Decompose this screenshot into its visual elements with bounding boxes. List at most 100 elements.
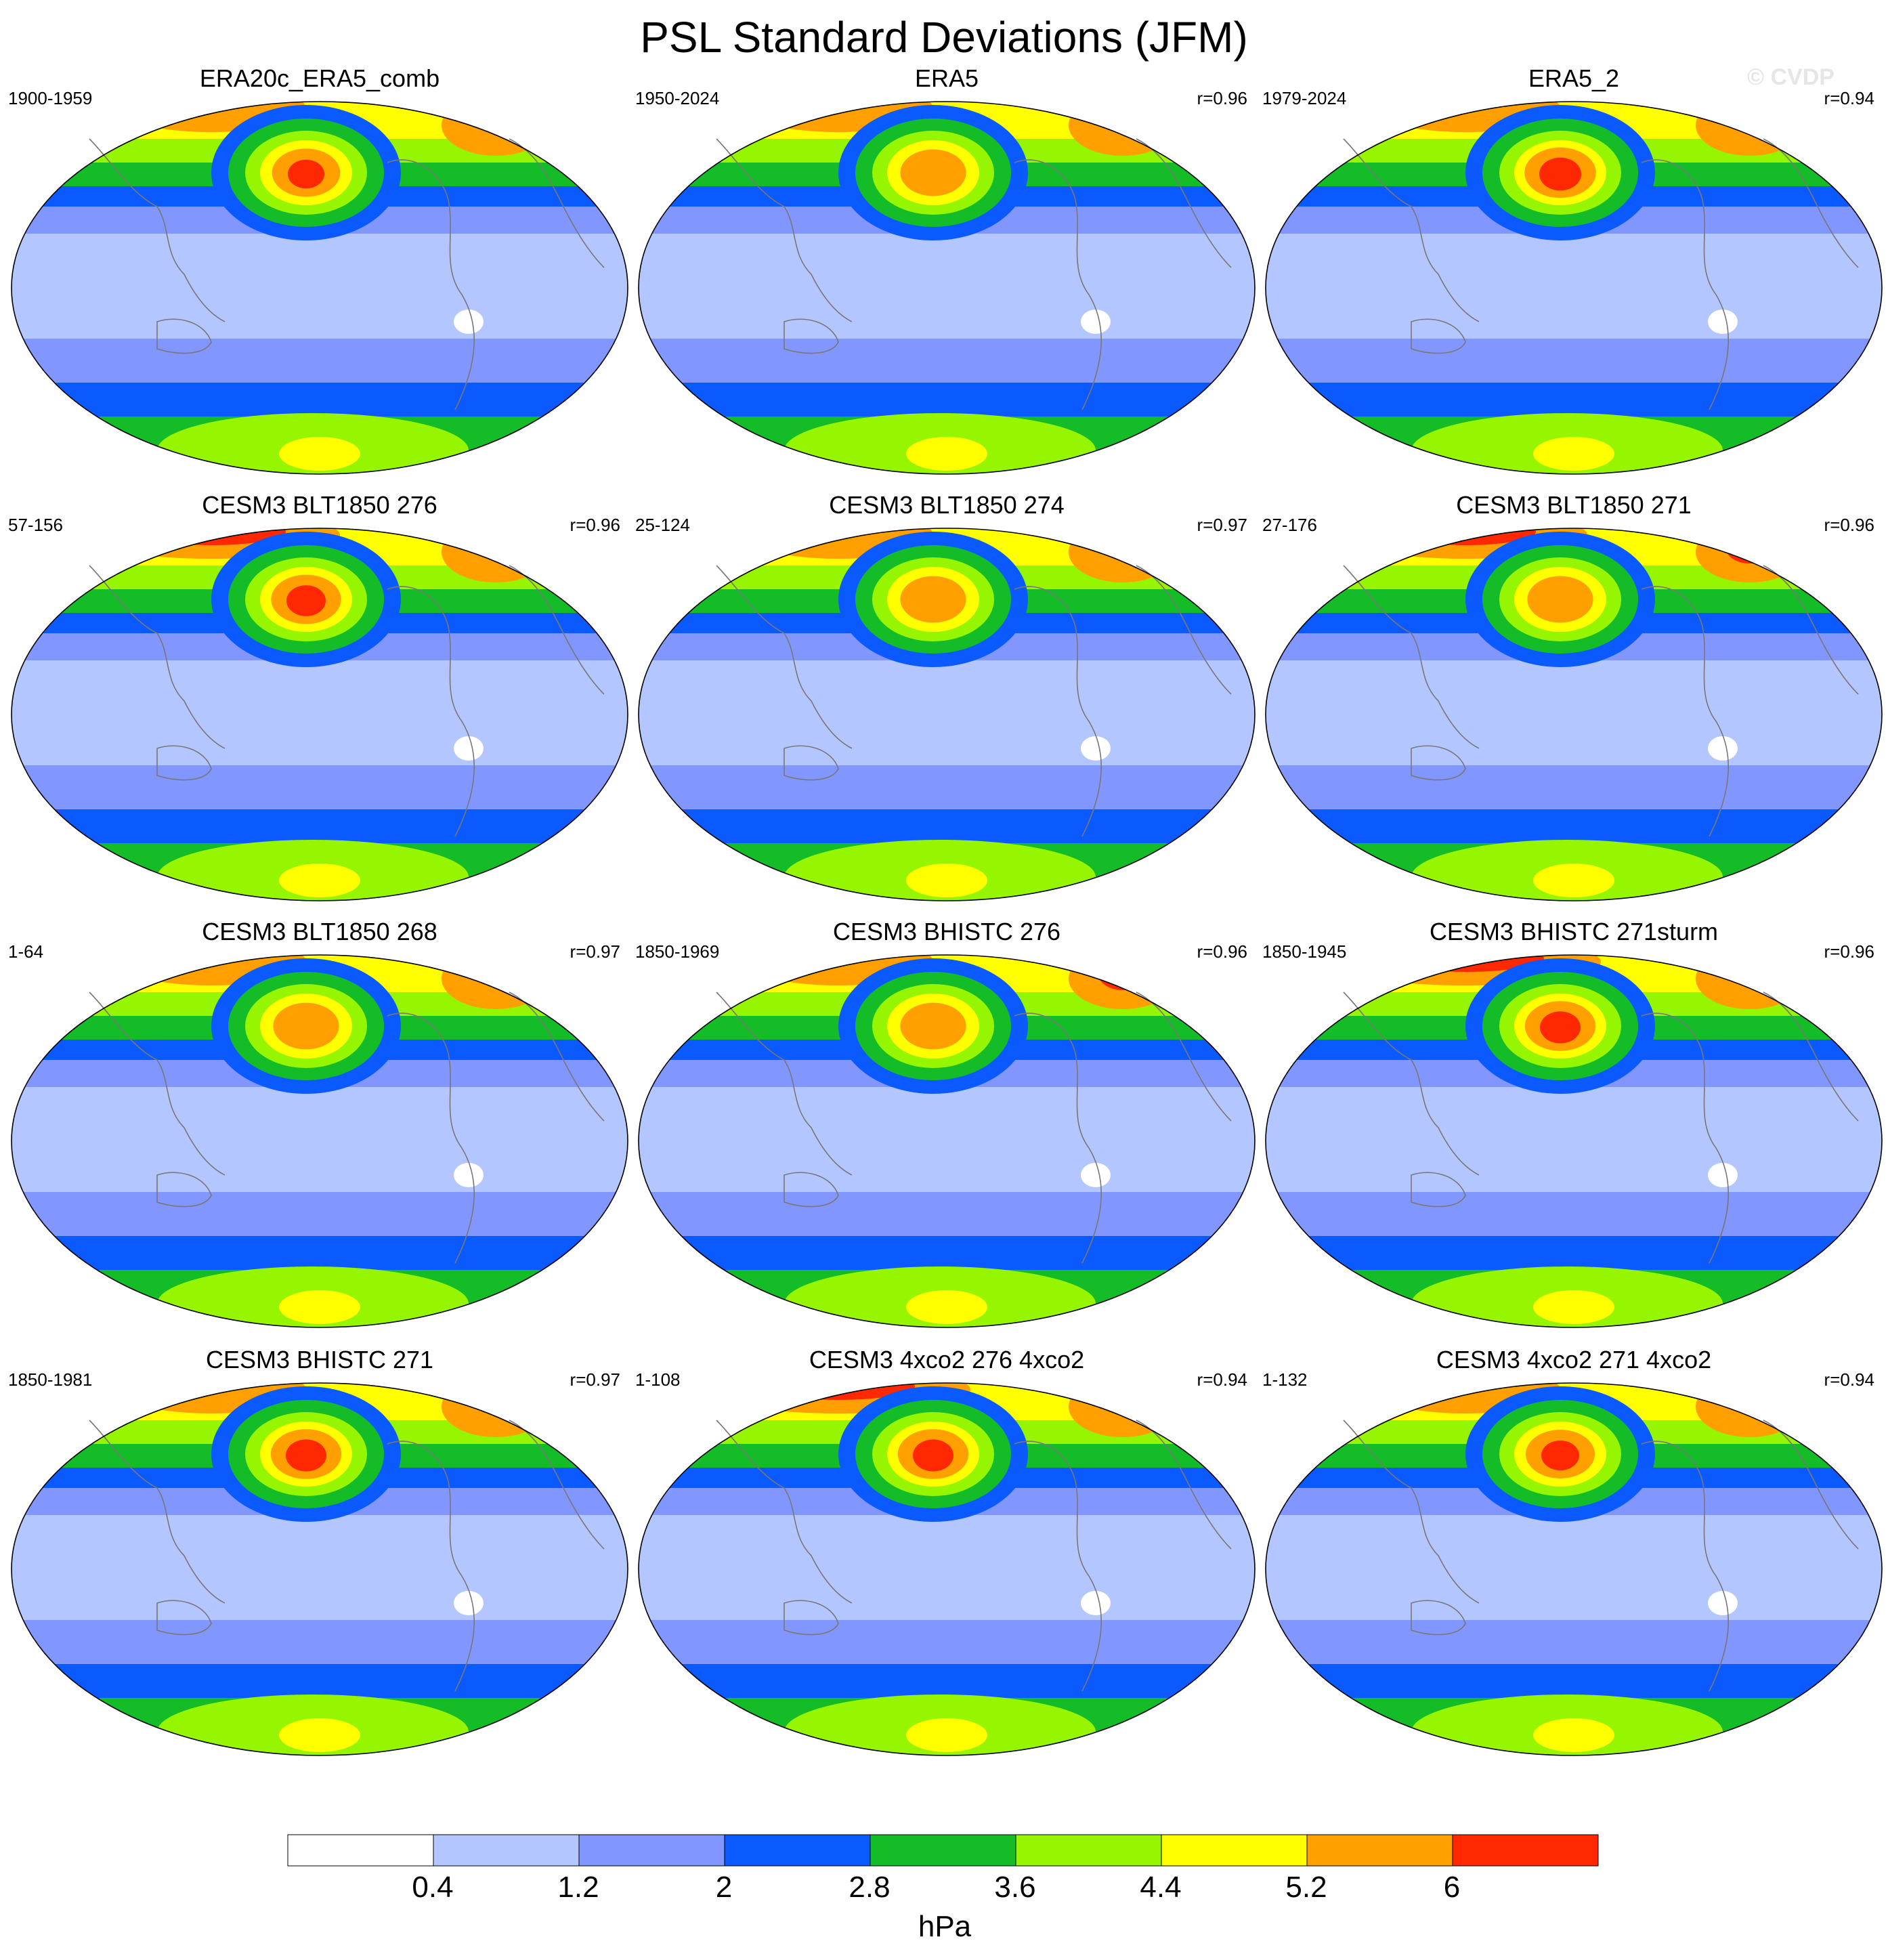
coastlines xyxy=(716,1420,1232,1692)
robinson-map xyxy=(11,1382,628,1756)
robinson-map xyxy=(638,954,1256,1328)
panel-pattern-correlation: r=0.97 xyxy=(570,941,620,962)
aleutian-core xyxy=(1540,1011,1581,1044)
europe-africa-coast xyxy=(1763,138,1859,268)
panel-year-range: 1850-1945 xyxy=(1262,941,1347,962)
aleutian-core xyxy=(1539,157,1581,191)
amazon-low-variance xyxy=(1708,1591,1738,1615)
colorbar-swatch xyxy=(1452,1834,1599,1867)
coastlines xyxy=(1343,565,1859,837)
antarctic-max-variance xyxy=(906,864,987,897)
americas-coast xyxy=(1014,1013,1102,1264)
panel-pattern-correlation: r=0.94 xyxy=(1824,88,1874,108)
australia-coast xyxy=(1411,1600,1466,1636)
aleutian-core xyxy=(286,585,326,616)
panel-title: CESM3 BLT1850 274 xyxy=(829,491,1065,519)
coastlines xyxy=(1343,1420,1859,1692)
robinson-map xyxy=(638,528,1256,901)
robinson-map xyxy=(1265,101,1883,475)
psl-field xyxy=(639,102,1255,474)
map-border xyxy=(1265,954,1883,1328)
asia-coast xyxy=(89,992,226,1176)
americas-coast xyxy=(1014,1441,1102,1692)
psl-field xyxy=(639,955,1255,1327)
coastlines xyxy=(89,138,605,410)
panel-year-range: 1979-2024 xyxy=(1262,88,1347,108)
europe-africa-coast xyxy=(1136,565,1232,695)
aleutian-ring-4 xyxy=(900,1002,966,1050)
antarctic-max-variance xyxy=(1533,1718,1614,1752)
aleutian-ring-4 xyxy=(900,576,966,623)
aleutian-core xyxy=(913,1439,953,1472)
atlantic-max-variance xyxy=(1099,960,1146,990)
map-panel: CESM3 BHISTC 271sturm 1850-1945 r=0.96 xyxy=(1262,918,1885,1338)
robinson-map xyxy=(11,101,628,475)
australia-coast xyxy=(784,745,839,781)
antarctic-max-variance xyxy=(906,1290,987,1324)
americas-coast xyxy=(387,1013,475,1264)
panel-year-range: 1-108 xyxy=(635,1369,681,1390)
europe-africa-coast xyxy=(509,1420,605,1550)
map-panel: ERA20c_ERA5_comb 1900-1959 xyxy=(8,64,631,484)
coastlines xyxy=(716,992,1232,1264)
panel-pattern-correlation: r=0.97 xyxy=(1197,515,1247,535)
psl-field xyxy=(639,1383,1255,1755)
antarctic-max-variance xyxy=(1533,1290,1614,1324)
colorbar-tick-label: 5.2 xyxy=(1285,1871,1327,1904)
panel-pattern-correlation: r=0.97 xyxy=(570,1369,620,1390)
antarctic-max-variance xyxy=(279,1290,360,1324)
map-border xyxy=(638,528,1256,901)
aleutian-core xyxy=(1541,1441,1579,1470)
coastlines xyxy=(1343,992,1859,1264)
americas-coast xyxy=(1641,1441,1729,1692)
panel-year-range: 1-64 xyxy=(8,941,44,962)
amazon-low-variance xyxy=(1081,1163,1111,1187)
europe-africa-coast xyxy=(509,992,605,1122)
map-border xyxy=(11,1382,628,1756)
amazon-low-variance xyxy=(454,736,484,761)
australia-coast xyxy=(1411,745,1466,781)
figure-title: PSL Standard Deviations (JFM) xyxy=(640,13,1248,62)
amazon-low-variance xyxy=(454,1163,484,1187)
europe-africa-coast xyxy=(1763,1420,1859,1550)
amazon-low-variance xyxy=(1708,736,1738,761)
map-panel: CESM3 BLT1850 276 57-156 r=0.96 xyxy=(8,491,631,911)
australia-coast xyxy=(1411,1172,1466,1208)
antarctic-max-variance xyxy=(1533,864,1614,897)
europe-africa-coast xyxy=(1763,565,1859,695)
australia-coast xyxy=(784,1172,839,1208)
americas-coast xyxy=(1641,159,1729,410)
psl-field xyxy=(639,528,1255,901)
coastlines xyxy=(716,138,1232,410)
panel-pattern-correlation: r=0.96 xyxy=(1824,515,1874,535)
antarctic-max-variance xyxy=(279,864,360,897)
map-border xyxy=(638,954,1256,1328)
colorbar-tick-label: 1.2 xyxy=(557,1871,599,1904)
map-border xyxy=(1265,101,1883,475)
panel-pattern-correlation: r=0.96 xyxy=(1824,941,1874,962)
map-border xyxy=(1265,528,1883,901)
asia-coast xyxy=(716,992,853,1176)
colorbar-swatch xyxy=(1306,1834,1453,1867)
colorbar-tick-label: 2.8 xyxy=(849,1871,891,1904)
map-border xyxy=(1265,1382,1883,1756)
asia-coast xyxy=(89,138,226,322)
coastlines xyxy=(716,565,1232,837)
americas-coast xyxy=(387,1441,475,1692)
australia-coast xyxy=(156,745,212,781)
cvdp-watermark: © CVDP xyxy=(1747,64,1835,90)
psl-field xyxy=(1266,528,1882,901)
amazon-low-variance xyxy=(1708,310,1738,334)
australia-coast xyxy=(784,318,839,354)
atlantic-max-variance xyxy=(1726,534,1774,563)
europe-africa-coast xyxy=(1136,1420,1232,1550)
map-panel: CESM3 4xco2 271 4xco2 1-132 r=0.94 xyxy=(1262,1346,1885,1766)
colorbar-swatch xyxy=(724,1834,871,1867)
colorbar-swatch xyxy=(578,1834,725,1867)
panel-title: CESM3 BLT1850 268 xyxy=(202,918,437,945)
australia-coast xyxy=(784,1600,839,1636)
robinson-map xyxy=(11,954,628,1328)
antarctic-max-variance xyxy=(279,437,360,471)
panel-title: CESM3 BHISTC 276 xyxy=(832,918,1061,945)
asia-coast xyxy=(716,565,853,749)
